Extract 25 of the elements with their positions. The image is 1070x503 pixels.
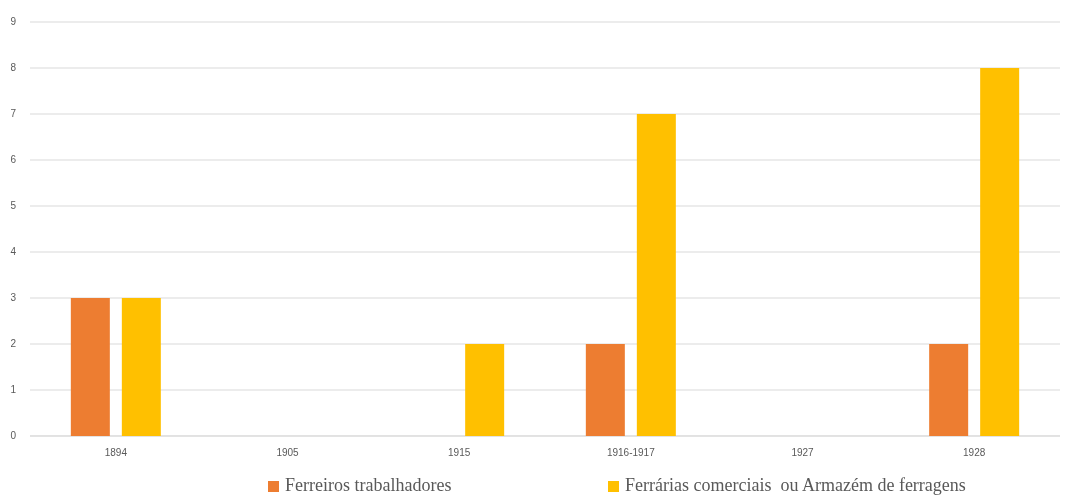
bar: [636, 114, 676, 436]
y-tick-label: 1: [10, 384, 17, 396]
x-tick-label: 1927: [791, 447, 815, 458]
y-tick-label: 2: [10, 338, 17, 350]
bar: [929, 344, 969, 436]
legend-label: Ferrárias comerciais ou Armazém de ferragens: [625, 475, 966, 495]
y-tick-label: 3: [10, 292, 17, 304]
y-tick-label: 4: [10, 246, 17, 258]
x-tick-label: 1905: [276, 447, 300, 458]
x-tick-label: 1915: [448, 447, 471, 458]
y-tick-label: 7: [10, 108, 17, 120]
y-tick-label: 8: [10, 62, 17, 74]
bar: [980, 68, 1020, 436]
legend-label: Ferreiros trabalhadores: [285, 475, 452, 495]
bar: [121, 298, 161, 436]
y-tick-label: 9: [10, 16, 17, 28]
y-tick-label: 5: [10, 200, 17, 212]
bar: [585, 344, 625, 436]
x-tick-label: 1894: [104, 447, 128, 458]
bar: [70, 298, 110, 436]
x-tick-label: 1916-1917: [606, 447, 656, 458]
bar: [465, 344, 505, 436]
y-tick-label: 6: [10, 154, 17, 166]
x-tick-label: 1928: [963, 447, 986, 458]
y-tick-label: 0: [10, 430, 17, 442]
